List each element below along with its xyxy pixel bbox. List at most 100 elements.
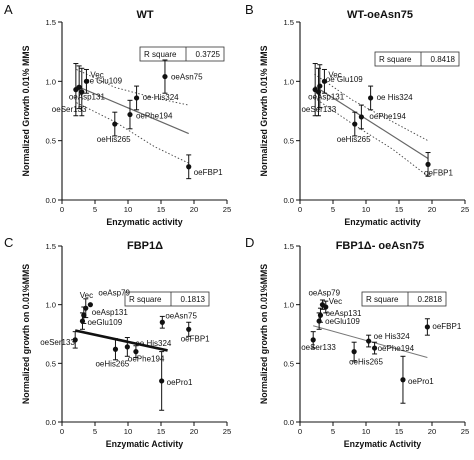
y-tick-label: 1.5 bbox=[283, 18, 294, 27]
x-tick-label: 0 bbox=[298, 427, 302, 436]
point-label: oePro1 bbox=[408, 377, 434, 386]
data-point bbox=[79, 318, 86, 324]
point-label: oeGlu109 bbox=[325, 317, 360, 326]
panel-title: FBP1Δ bbox=[127, 240, 163, 252]
point-label: oeAsp131 bbox=[325, 309, 362, 318]
x-tick-label: 20 bbox=[190, 205, 198, 214]
x-tick-label: 15 bbox=[395, 427, 403, 436]
point-label: oeAsp131 bbox=[92, 308, 129, 317]
point-label: oeAsn75 bbox=[171, 73, 203, 82]
x-tick-label: 5 bbox=[331, 427, 335, 436]
point-label: oeHis265 bbox=[349, 358, 383, 367]
r-square-label: R square bbox=[129, 295, 162, 304]
data-point bbox=[159, 378, 165, 384]
point-label: oeFBP1 bbox=[194, 168, 223, 177]
point-label: Vec bbox=[328, 70, 341, 79]
panel-label: A bbox=[4, 2, 13, 17]
data-point bbox=[112, 346, 119, 352]
point-label: oe His324 bbox=[143, 93, 180, 102]
x-tick-label: 20 bbox=[428, 427, 436, 436]
x-tick-label: 0 bbox=[60, 427, 64, 436]
x-tick-label: 25 bbox=[223, 205, 231, 214]
x-tick-label: 5 bbox=[331, 205, 335, 214]
panel-d: D FBP1Δ- oeAsn75 0 5 10 15 20 25 0.0 0.5 1.0 1.5 Enz… bbox=[245, 235, 469, 449]
point-label: oe His324 bbox=[374, 332, 411, 341]
data-point bbox=[87, 302, 93, 308]
point-label: oeGlu109 bbox=[87, 318, 122, 327]
point-label: oeAsp79 bbox=[98, 289, 130, 298]
y-tick-label: 0.0 bbox=[283, 196, 294, 205]
confidence-band-lower bbox=[314, 97, 429, 177]
y-tick-label: 1.5 bbox=[45, 18, 56, 27]
data-point bbox=[424, 324, 430, 330]
r-square-value: 0.2818 bbox=[418, 295, 443, 304]
point-label: oe His324 bbox=[377, 93, 414, 102]
data-point bbox=[83, 78, 90, 84]
data-point bbox=[162, 73, 168, 80]
data-point bbox=[323, 304, 329, 310]
x-tick-label: 0 bbox=[60, 205, 64, 214]
point-label: oePhe194 bbox=[369, 112, 406, 121]
x-axis-label: Enzymatic activity bbox=[344, 217, 420, 227]
x-tick-label: 10 bbox=[124, 205, 132, 214]
point-label: oePhe194 bbox=[136, 112, 173, 121]
x-tick-label: 25 bbox=[223, 427, 231, 436]
r-square-box bbox=[361, 291, 447, 307]
y-axis-label: Normalized growth on 0.01%MMS bbox=[259, 264, 269, 404]
point-label: oeSer133 bbox=[301, 105, 336, 114]
data-point bbox=[133, 349, 139, 355]
point-label: oeAsp131 bbox=[308, 93, 345, 102]
panel-c: C FBP1Δ 0 5 10 15 20 25 0.0 0.5 1.0 1.5 Enzymatic Ac… bbox=[4, 235, 231, 449]
point-label: oeSer133 bbox=[52, 105, 87, 114]
r-square-value: 0.8418 bbox=[431, 55, 456, 64]
y-axis-label: Normalized Growth 0.01% MMS bbox=[21, 45, 31, 176]
y-tick-label: 0.5 bbox=[283, 137, 294, 146]
x-axis-label: Enzymatic Activity bbox=[344, 439, 422, 449]
data-point bbox=[159, 319, 165, 325]
data-point bbox=[79, 89, 85, 95]
panel-title: WT-oeAsn75 bbox=[347, 9, 413, 21]
point-label: oeAsp131 bbox=[69, 93, 106, 102]
x-tick-label: 5 bbox=[93, 205, 97, 214]
y-axis-label: Normalized growth on 0.01%MMS bbox=[21, 264, 31, 404]
data-point bbox=[366, 338, 372, 344]
y-tick-label: 1.0 bbox=[45, 301, 56, 310]
r-square-value: 0.3725 bbox=[196, 50, 221, 59]
x-tick-label: 20 bbox=[190, 427, 198, 436]
data-point bbox=[316, 318, 322, 324]
r-square-label: R square bbox=[379, 55, 412, 64]
point-label: Vec bbox=[329, 297, 342, 306]
y-tick-label: 0.5 bbox=[45, 359, 56, 368]
y-tick-label: 0.0 bbox=[45, 196, 56, 205]
data-point bbox=[73, 87, 79, 93]
data-point bbox=[133, 95, 140, 101]
regression-line bbox=[74, 329, 168, 352]
point-label: oeFBP1 bbox=[181, 334, 210, 343]
y-tick-label: 0.5 bbox=[283, 359, 294, 368]
point-label: oeSer133 bbox=[301, 343, 336, 352]
point-label: oe Glu109 bbox=[326, 75, 363, 84]
r-square-label: R square bbox=[144, 50, 177, 59]
y-tick-label: 0.0 bbox=[45, 418, 56, 427]
y-tick-label: 0.5 bbox=[45, 137, 56, 146]
y-tick-label: 1.0 bbox=[283, 77, 294, 86]
regression-line bbox=[76, 85, 189, 135]
panel-label: C bbox=[4, 235, 13, 250]
data-point bbox=[112, 121, 118, 127]
point-label: Vec bbox=[80, 291, 93, 300]
point-label: oePro1 bbox=[167, 378, 193, 387]
r-square-box bbox=[139, 46, 225, 62]
panel-a: A WT 0 5 10 15 20 25 0.0 0.5 1.0 1.5 Enzymatic activ… bbox=[4, 2, 231, 227]
x-tick-label: 25 bbox=[461, 427, 469, 436]
y-tick-label: 0.0 bbox=[283, 418, 294, 427]
data-point bbox=[124, 344, 130, 350]
r-square-box bbox=[374, 51, 460, 67]
y-axis-label: Normalized Growth 0.01% MMS bbox=[259, 45, 269, 176]
data-point bbox=[321, 78, 328, 84]
x-tick-label: 5 bbox=[93, 427, 97, 436]
confidence-band-lower bbox=[76, 102, 189, 164]
x-tick-label: 25 bbox=[461, 205, 469, 214]
point-label: oeSer133 bbox=[40, 338, 75, 347]
x-tick-label: 15 bbox=[395, 205, 403, 214]
